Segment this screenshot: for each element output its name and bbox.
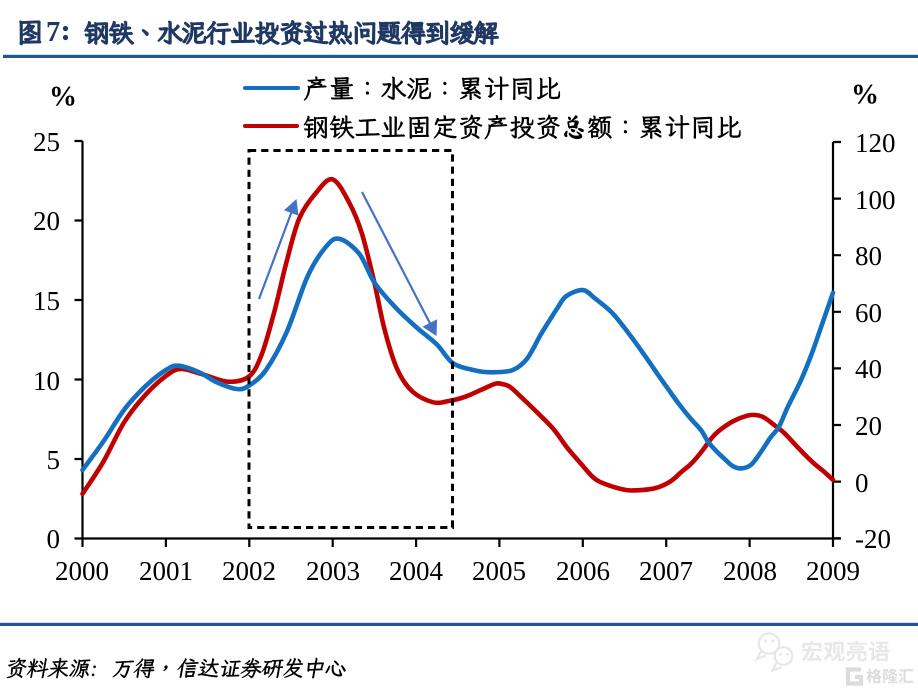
svg-text:5: 5 (47, 445, 61, 475)
svg-text:2006: 2006 (556, 556, 610, 586)
svg-text:2001: 2001 (139, 556, 193, 586)
svg-text:7: 7 (46, 17, 60, 48)
svg-text:2007: 2007 (639, 556, 693, 586)
svg-text:80: 80 (855, 241, 882, 271)
svg-text:120: 120 (855, 128, 896, 158)
svg-text:10: 10 (33, 366, 60, 396)
svg-text:25: 25 (33, 127, 60, 157)
svg-text:%: % (49, 82, 77, 113)
svg-text:2002: 2002 (222, 556, 276, 586)
svg-text:15: 15 (33, 286, 60, 316)
svg-text:2003: 2003 (306, 556, 360, 586)
svg-text:2005: 2005 (472, 556, 526, 586)
svg-text:2004: 2004 (389, 556, 444, 586)
svg-text:0: 0 (47, 524, 61, 554)
svg-text:100: 100 (855, 185, 896, 215)
svg-text:20: 20 (855, 411, 882, 441)
svg-text:2009: 2009 (806, 556, 860, 586)
svg-text:%: % (851, 80, 879, 111)
svg-text:0: 0 (855, 468, 869, 498)
svg-text:-20: -20 (855, 524, 891, 554)
svg-text:20: 20 (33, 206, 60, 236)
svg-text:2008: 2008 (723, 556, 777, 586)
svg-text:40: 40 (855, 354, 882, 384)
svg-text:2000: 2000 (55, 556, 109, 586)
svg-text:60: 60 (855, 298, 882, 328)
